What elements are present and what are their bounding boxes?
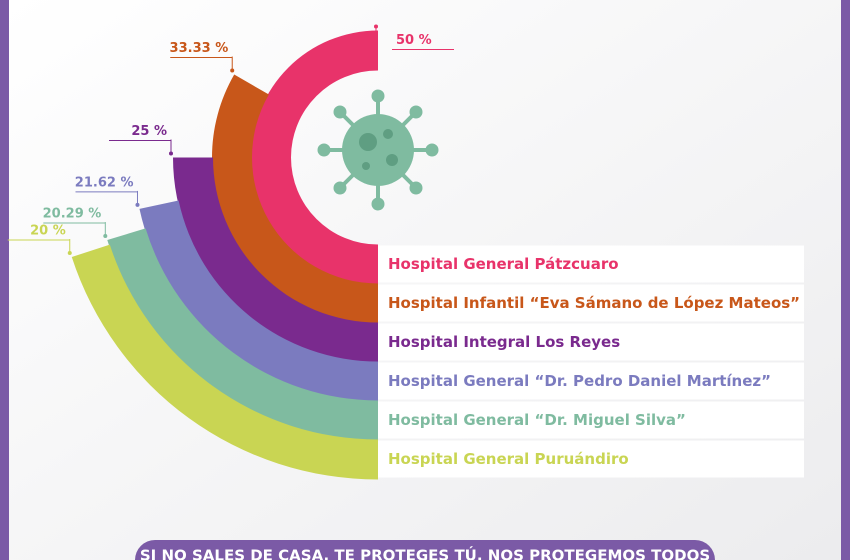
legend-row [364,401,804,439]
arc-bar [173,157,378,363]
legend-label: Hospital General “Dr. Miguel Silva” [388,411,686,429]
leader-dot [374,24,378,29]
arc-bar [139,200,378,402]
leader-dot [67,251,72,256]
value-label: 20 % [30,224,66,239]
value-label: 20.29 % [43,207,102,222]
banner-text: SI NO SALES DE CASA, TE PROTEGES TÚ, NOS… [140,546,710,560]
leader-dot [230,68,235,73]
value-label: 33.33 % [170,41,229,56]
legend-row [364,284,804,322]
value-label: 21.62 % [75,175,134,190]
virus-icon [317,89,439,211]
legend-label: Hospital General Puruándiro [388,450,629,468]
legend-row [364,323,804,361]
legend-label: Hospital General Pátzcuaro [388,255,619,273]
legend-row [364,440,804,478]
legend-row [364,362,804,400]
value-label: 50 % [396,33,432,48]
banner [135,540,715,560]
arc-bar [251,30,378,285]
arc-bar [71,244,379,480]
legend-label: Hospital General “Dr. Pedro Daniel Martí… [388,372,771,390]
legend-row [364,245,804,283]
value-label: 25 % [131,124,167,139]
leader-dot [135,202,140,207]
arc-bar [211,74,378,324]
arc-bar [107,228,378,441]
legend-label: Hospital Integral Los Reyes [388,333,620,351]
leader-dot [103,234,108,239]
legend-label: Hospital Infantil “Eva Sámano de López M… [388,294,800,312]
leader-dot [169,151,173,156]
